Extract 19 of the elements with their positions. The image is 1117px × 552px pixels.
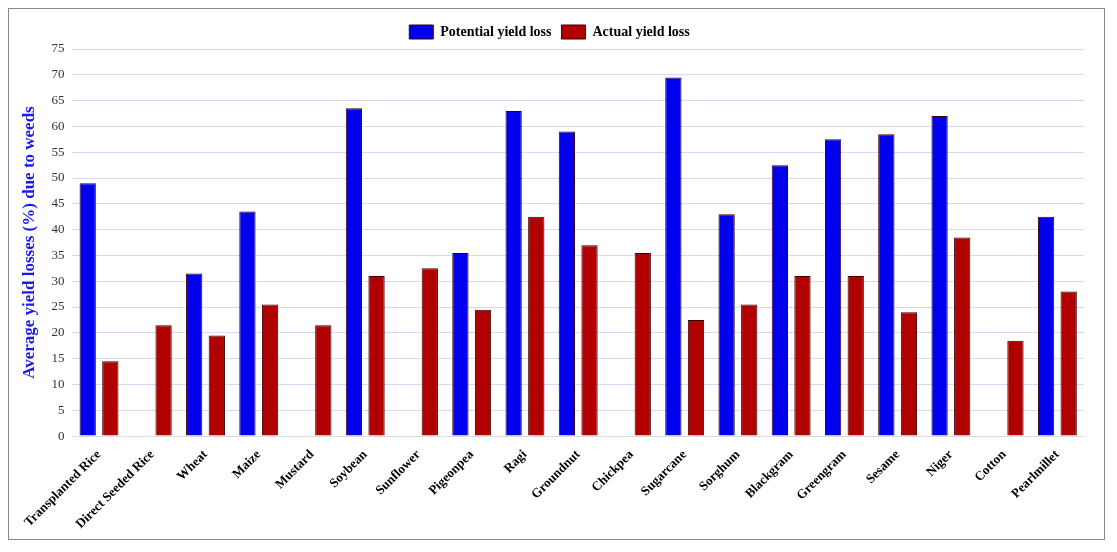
y-tick-label: 10 [51, 375, 65, 391]
y-tick-label: 30 [51, 272, 65, 288]
y-tick-label: 40 [51, 221, 65, 237]
y-tick-label: 45 [51, 195, 65, 211]
y-axis-title: Average yield losses (%) due to weeds [18, 105, 38, 379]
y-tick-label: 60 [51, 117, 65, 133]
legend-label: Actual yield loss [592, 23, 691, 39]
y-tick-label: 20 [51, 324, 65, 340]
y-tick-label: 65 [51, 92, 65, 108]
y-tick-label: 50 [51, 169, 65, 185]
y-tick-label: 15 [51, 350, 65, 366]
y-tick-label: 75 [51, 40, 65, 56]
y-tick-label: 5 [57, 401, 65, 417]
y-tick-label: 25 [51, 298, 65, 314]
y-tick-label: 55 [51, 143, 65, 159]
y-tick-label: 70 [51, 66, 65, 82]
y-tick-label: 35 [51, 246, 65, 262]
legend-label: Potential yield loss [440, 23, 553, 39]
y-tick-label: 0 [57, 427, 65, 443]
